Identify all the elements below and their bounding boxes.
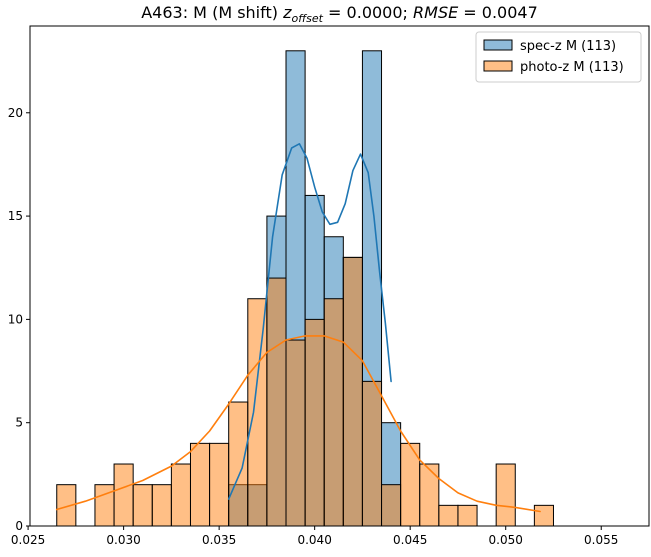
photo-z-bar [361,380,383,527]
y-tick-label: 10 [8,312,23,326]
photo-z-bar [342,256,363,527]
title-zoffset-symbol: z [282,3,292,22]
y-axis: 0 5 10 15 20 [8,106,30,533]
photo-z-bar [170,463,191,527]
photo-z-bar [457,504,478,527]
legend-label-photo-z: photo-z M (113) [520,60,624,75]
title-rmse-value: = 0.0047 [458,3,538,22]
x-tick-label: 0.050 [489,533,523,547]
photo-z-bars [56,256,554,527]
y-tick-label: 0 [15,519,23,533]
x-tick-label: 0.025 [11,533,45,547]
photo-z-kde-line [55,335,541,513]
x-tick-label: 0.055 [584,533,618,547]
photo-z-bar [533,504,554,527]
x-tick-label: 0.035 [202,533,236,547]
photo-z-bar [438,504,459,527]
photo-z-bar [419,463,440,527]
plot-area-frame [29,25,650,527]
y-tick-label: 5 [15,416,23,430]
title-prefix: A463: M (M shift) [141,3,283,22]
photo-z-bar [228,401,249,527]
legend: spec-z M (113) photo-z M (113) [475,31,642,83]
photo-z-bar [189,442,211,527]
photo-z-bar [113,463,134,527]
y-tick-label: 20 [8,106,23,120]
photo-z-bar [381,484,402,527]
photo-z-bar [209,442,230,527]
title-rmse-symbol: RMSE [413,3,459,22]
chart-title: A463: M (M shift) zoffset = 0.0000; RMSE… [141,3,538,25]
legend-swatch-spec-z [483,39,513,51]
x-tick-label: 0.030 [106,533,140,547]
photo-z-bar [323,298,344,527]
legend-label-spec-z: spec-z M (113) [520,39,616,54]
y-tick-label: 15 [8,209,23,223]
x-axis: 0.025 0.030 0.035 0.040 0.045 0.050 0.055 [11,526,618,547]
legend-swatch-photo-z [483,60,513,72]
title-zoffset-value: = 0.0000; [323,3,413,22]
photo-z-bar [132,484,153,527]
photo-z-bar [285,339,306,527]
spec-z-kde-line [227,143,392,500]
title-zoffset-subscript: offset [291,12,323,25]
photo-z-bar [247,298,268,527]
photo-z-bar [304,318,325,527]
photo-z-bar [495,463,516,527]
photo-z-bar [151,484,172,527]
legend-box [475,31,642,83]
x-tick-label: 0.040 [297,533,331,547]
photo-z-bar [94,484,115,527]
photo-z-bar [266,277,287,527]
x-tick-label: 0.045 [393,533,427,547]
kde-curves [55,143,541,513]
